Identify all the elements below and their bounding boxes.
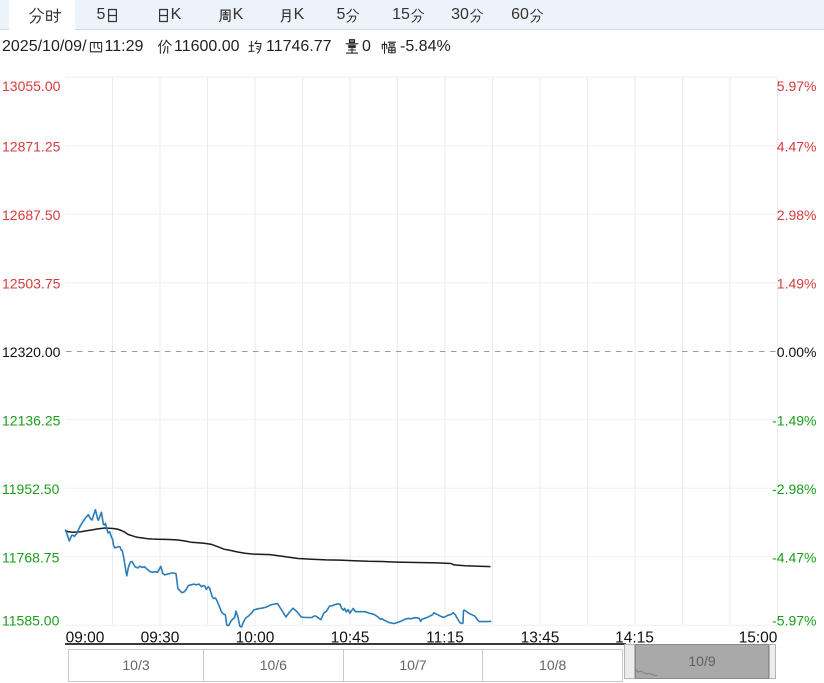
svg-text:09:00: 09:00 <box>66 629 105 646</box>
svg-text:-4.47%: -4.47% <box>772 550 816 566</box>
svg-text:12136.25: 12136.25 <box>2 413 61 429</box>
svg-text:12687.50: 12687.50 <box>2 207 61 223</box>
svg-text:12871.25: 12871.25 <box>2 139 61 155</box>
svg-text:-2.98%: -2.98% <box>772 481 816 497</box>
svg-text:15:00: 15:00 <box>739 629 778 646</box>
svg-text:4.47%: 4.47% <box>777 139 817 155</box>
svg-text:2.98%: 2.98% <box>777 207 817 223</box>
svg-text:11:15: 11:15 <box>426 629 464 646</box>
svg-text:5.97%: 5.97% <box>777 78 817 94</box>
svg-text:0.00%: 0.00% <box>777 344 817 360</box>
svg-text:12503.75: 12503.75 <box>2 276 61 292</box>
svg-text:10:45: 10:45 <box>331 629 370 646</box>
svg-text:10:00: 10:00 <box>236 629 275 646</box>
svg-text:13055.00: 13055.00 <box>2 78 61 94</box>
svg-text:1.49%: 1.49% <box>777 276 817 292</box>
svg-text:-5.97%: -5.97% <box>772 613 816 629</box>
svg-text:11768.75: 11768.75 <box>2 550 60 566</box>
svg-text:11952.50: 11952.50 <box>2 481 60 497</box>
svg-text:14:15: 14:15 <box>615 629 654 646</box>
svg-text:13:45: 13:45 <box>521 629 560 646</box>
svg-text:11585.00: 11585.00 <box>2 613 60 629</box>
svg-text:09:30: 09:30 <box>141 629 180 646</box>
svg-text:-1.49%: -1.49% <box>772 413 816 429</box>
svg-text:12320.00: 12320.00 <box>2 344 61 360</box>
